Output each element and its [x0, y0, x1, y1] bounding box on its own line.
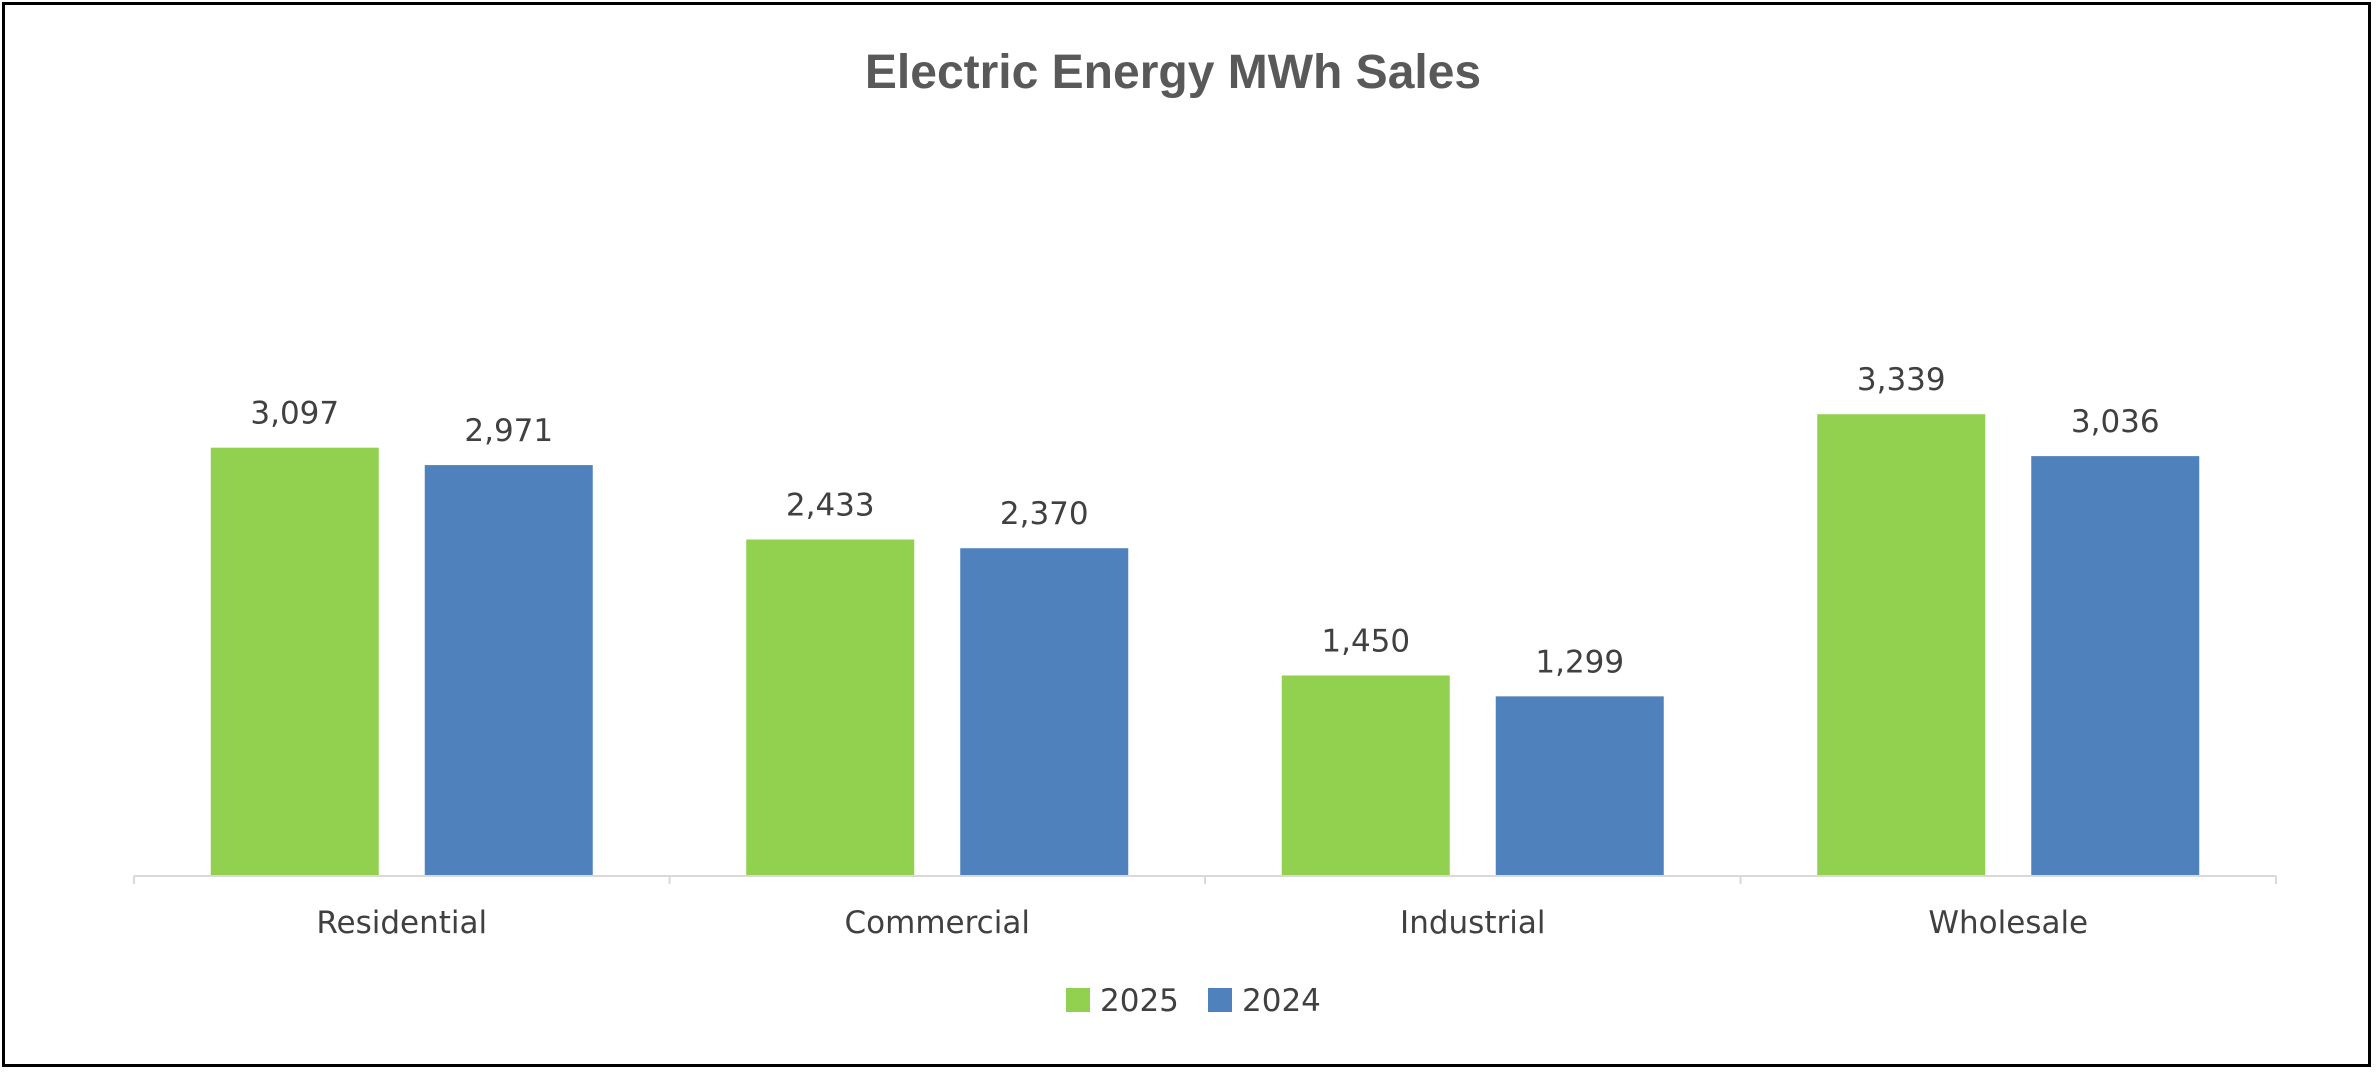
x-tick-label: Wholesale: [1928, 905, 2088, 941]
data-label: 3,036: [2071, 404, 2160, 440]
bar-2024-industrial: [1495, 696, 1664, 876]
data-label: 2,370: [1000, 496, 1089, 532]
x-tick-label: Commercial: [845, 905, 1030, 941]
data-label: 1,299: [1535, 644, 1624, 680]
bar-2024-commercial: [960, 548, 1129, 876]
data-label: 3,097: [250, 396, 339, 432]
data-label: 2,971: [464, 413, 553, 449]
data-label: 3,339: [1857, 362, 1946, 398]
x-tick-label: Industrial: [1400, 905, 1545, 941]
data-label: 1,450: [1321, 623, 1410, 659]
chart-title: Electric Energy MWh Sales: [865, 46, 1481, 99]
x-tick-label: Residential: [316, 905, 487, 941]
legend-label: 2024: [1242, 983, 1321, 1019]
bar-2025-wholesale: [1817, 414, 1986, 876]
bar-2024-residential: [424, 465, 593, 876]
bar-2025-residential: [210, 447, 379, 876]
bar-2025-commercial: [746, 539, 915, 876]
bar-2024-wholesale: [2031, 456, 2200, 876]
legend-item: 2025: [1066, 983, 1179, 1019]
legend-label: 2025: [1100, 983, 1179, 1019]
bar-2025-industrial: [1281, 675, 1450, 876]
legend-swatch: [1066, 988, 1090, 1012]
data-label: 2,433: [786, 488, 875, 524]
legend-item: 2024: [1208, 983, 1321, 1019]
legend-swatch: [1208, 988, 1232, 1012]
